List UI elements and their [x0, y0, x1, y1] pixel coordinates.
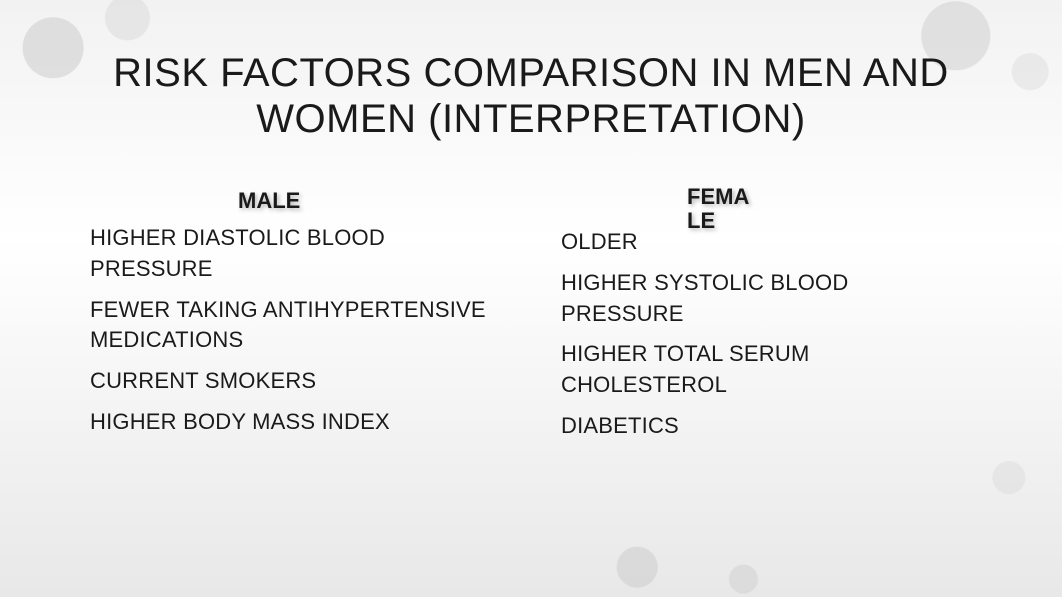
list-item: DIABETICS	[561, 411, 972, 442]
male-header: MALE	[238, 189, 310, 213]
female-column: FEMALE OLDER HIGHER SYSTOLIC BLOOD PRESS…	[561, 197, 972, 452]
female-items: OLDER HIGHER SYSTOLIC BLOOD PRESSURE HIG…	[561, 197, 972, 442]
male-column: MALE HIGHER DIASTOLIC BLOOD PRESSURE FEW…	[90, 197, 501, 452]
list-item: CURRENT SMOKERS	[90, 366, 501, 397]
list-item: OLDER	[561, 227, 972, 258]
list-item: FEWER TAKING ANTIHYPERTENSIVE MEDICATION…	[90, 295, 501, 357]
list-item: HIGHER TOTAL SERUM CHOLESTEROL	[561, 339, 972, 401]
list-item: HIGHER DIASTOLIC BLOOD PRESSURE	[90, 223, 501, 285]
male-items: HIGHER DIASTOLIC BLOOD PRESSURE FEWER TA…	[90, 197, 501, 438]
slide: RISK FACTORS COMPARISON IN MEN AND WOMEN…	[0, 0, 1062, 597]
female-header: FEMALE	[687, 185, 759, 233]
columns-container: MALE HIGHER DIASTOLIC BLOOD PRESSURE FEW…	[90, 197, 972, 452]
list-item: HIGHER BODY MASS INDEX	[90, 407, 501, 438]
list-item: HIGHER SYSTOLIC BLOOD PRESSURE	[561, 268, 972, 330]
slide-title: RISK FACTORS COMPARISON IN MEN AND WOMEN…	[90, 50, 972, 142]
